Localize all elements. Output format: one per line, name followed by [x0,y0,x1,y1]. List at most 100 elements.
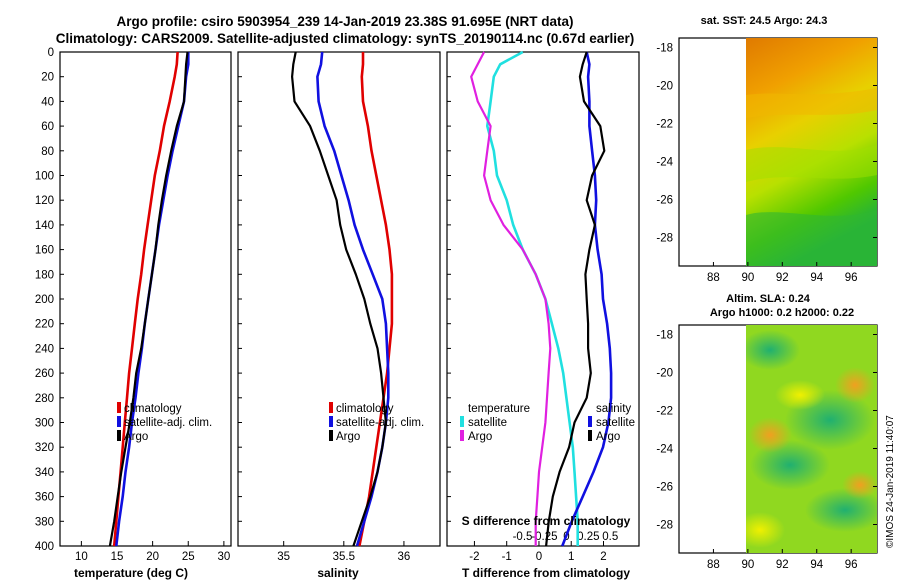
difference-chart: -2 -1 0 1 2-0.5-0.25 0 0.25 0.5 [469,50,618,563]
map-y-tick-label: -18 [656,330,673,342]
x-tick-label: 0 [536,551,542,563]
figure-title-line1: Argo profile: csiro 5903954_239 14-Jan-2… [117,14,574,29]
salinity-panel-frame [237,51,441,547]
y-tick-label: 360 [35,492,54,504]
y-tick-label: 380 [35,516,54,528]
legend-swatch-temp-satellite [460,416,464,427]
sst-warm-band [746,88,877,118]
x-tick-top-label: 0.5 [602,531,618,543]
series-line-argo [108,51,189,547]
series-line-climatology [358,52,394,547]
sla-blob [748,417,792,453]
legend-label-argo: Argo [124,431,148,443]
map-y-tick-label: -28 [656,520,673,532]
legend-title-salinity: salinity [596,403,631,415]
imos-timestamp: ©IMOS 24-Jan-2019 11:40:07 [885,415,896,548]
y-tick-label: 100 [35,171,54,183]
map-x-tick-label: 90 [741,559,754,571]
y-tick-label: 0 [48,47,54,59]
y-tick-label: 20 [41,72,54,84]
map-y-tick-label: -20 [656,81,673,93]
sla-map-title-line1: Altim. SLA: 0.24 [726,293,811,305]
y-tick-label: 60 [41,121,54,133]
sla-map-title-line2: Argo h1000: 0.2 h2000: 0.22 [710,307,854,319]
map-x-tick-label: 92 [776,272,789,284]
s-difference-axis-label: S difference from climatology [462,514,631,528]
temperature-legend: climatology satellite-adj. clim. Argo [117,402,212,443]
temperature-panel-frame [59,51,232,547]
x-tick-label: 35 [277,551,290,563]
map-x-tick-label: 94 [810,272,823,284]
map-x-tick-label: 94 [810,559,823,571]
legend-title-temperature: temperature [468,403,530,415]
x-tick-label: 15 [111,551,124,563]
y-tick-label: 80 [41,146,54,158]
sla-heatmap [746,325,877,553]
salinity-legend: climatology satellite-adj. clim. Argo [329,402,424,443]
map-x-tick-label: 90 [741,272,754,284]
map-x-tick-label: 96 [845,272,858,284]
map-x-tick-label: 96 [845,559,858,571]
series-line-climatology [112,51,179,547]
y-tick-label: 160 [35,245,54,257]
y-tick-label: 300 [35,418,54,430]
figure-title-line2: Climatology: CARS2009. Satellite-adjuste… [56,31,634,46]
y-tick-label: 200 [35,294,54,306]
map-y-tick-label: -22 [656,406,673,418]
legend-swatch-argo [329,430,333,441]
y-tick-label: 400 [35,541,54,553]
salinity-chart: 35 35.5 36 [277,51,411,563]
series-line-temperature-satellite [485,50,580,546]
sst-map-title: sat. SST: 24.5 Argo: 24.3 [701,15,828,27]
x-tick-label: 10 [75,551,88,563]
legend-label-satellite: satellite-adj. clim. [336,417,424,429]
map-x-tick-label: 88 [707,559,720,571]
x-tick-top-label: -0.25 [531,531,557,543]
x-tick-label: 35.5 [333,551,355,563]
legend-swatch-sal-argo [588,430,592,441]
y-tick-label: 40 [41,96,54,108]
legend-label-climatology: climatology [336,403,394,415]
difference-panel-frame [446,51,640,547]
x-tick-label: 36 [398,551,411,563]
sla-blob [746,330,800,370]
sst-heatmap [746,38,877,266]
legend-swatch-sal-satellite [588,416,592,427]
y-tick-label: 340 [35,467,54,479]
y-tick-label: 320 [35,442,54,454]
temperature-axis-label: temperature (deg C) [74,566,188,580]
t-difference-axis-label: T difference from climatology [462,566,630,580]
legend-label-temp-argo: Argo [468,431,492,443]
x-tick-label: 20 [146,551,159,563]
x-tick-label: 1 [568,551,574,563]
sla-blob [805,488,877,532]
legend-swatch-climatology [329,402,333,413]
x-tick-top-label: 0.25 [577,531,599,543]
legend-swatch-argo [117,430,121,441]
x-tick-label: -1 [502,551,512,563]
map-y-tick-label: -18 [656,43,673,55]
map-x-tick-label: 88 [707,272,720,284]
map-y-tick-label: -26 [656,482,673,494]
legend-label-satellite: satellite-adj. clim. [124,417,212,429]
legend-label-argo: Argo [336,431,360,443]
map-y-tick-label: -24 [656,157,673,169]
legend-label-temp-satellite: satellite [468,417,507,429]
map-y-tick-label: -24 [656,444,673,456]
y-tick-label: 220 [35,319,54,331]
x-tick-label: -2 [469,551,479,563]
map-x-tick-label: 92 [776,559,789,571]
map-y-tick-label: -22 [656,119,673,131]
x-tick-label: 2 [600,551,606,563]
legend-label-sal-argo: Argo [596,431,620,443]
series-line-argo [291,51,387,547]
legend-swatch-satellite [329,416,333,427]
sst-map-axes: 88 90 92 94 96 -18 -20 -22 -24 -26 -28 [656,43,877,284]
y-tick-label: 140 [35,220,54,232]
salinity-axis-label: salinity [317,566,359,580]
sla-blob [775,380,825,410]
map-y-tick-label: -28 [656,233,673,245]
y-tick-label: 260 [35,368,54,380]
difference-legend: temperature satellite Argo salinity sate… [460,403,635,443]
